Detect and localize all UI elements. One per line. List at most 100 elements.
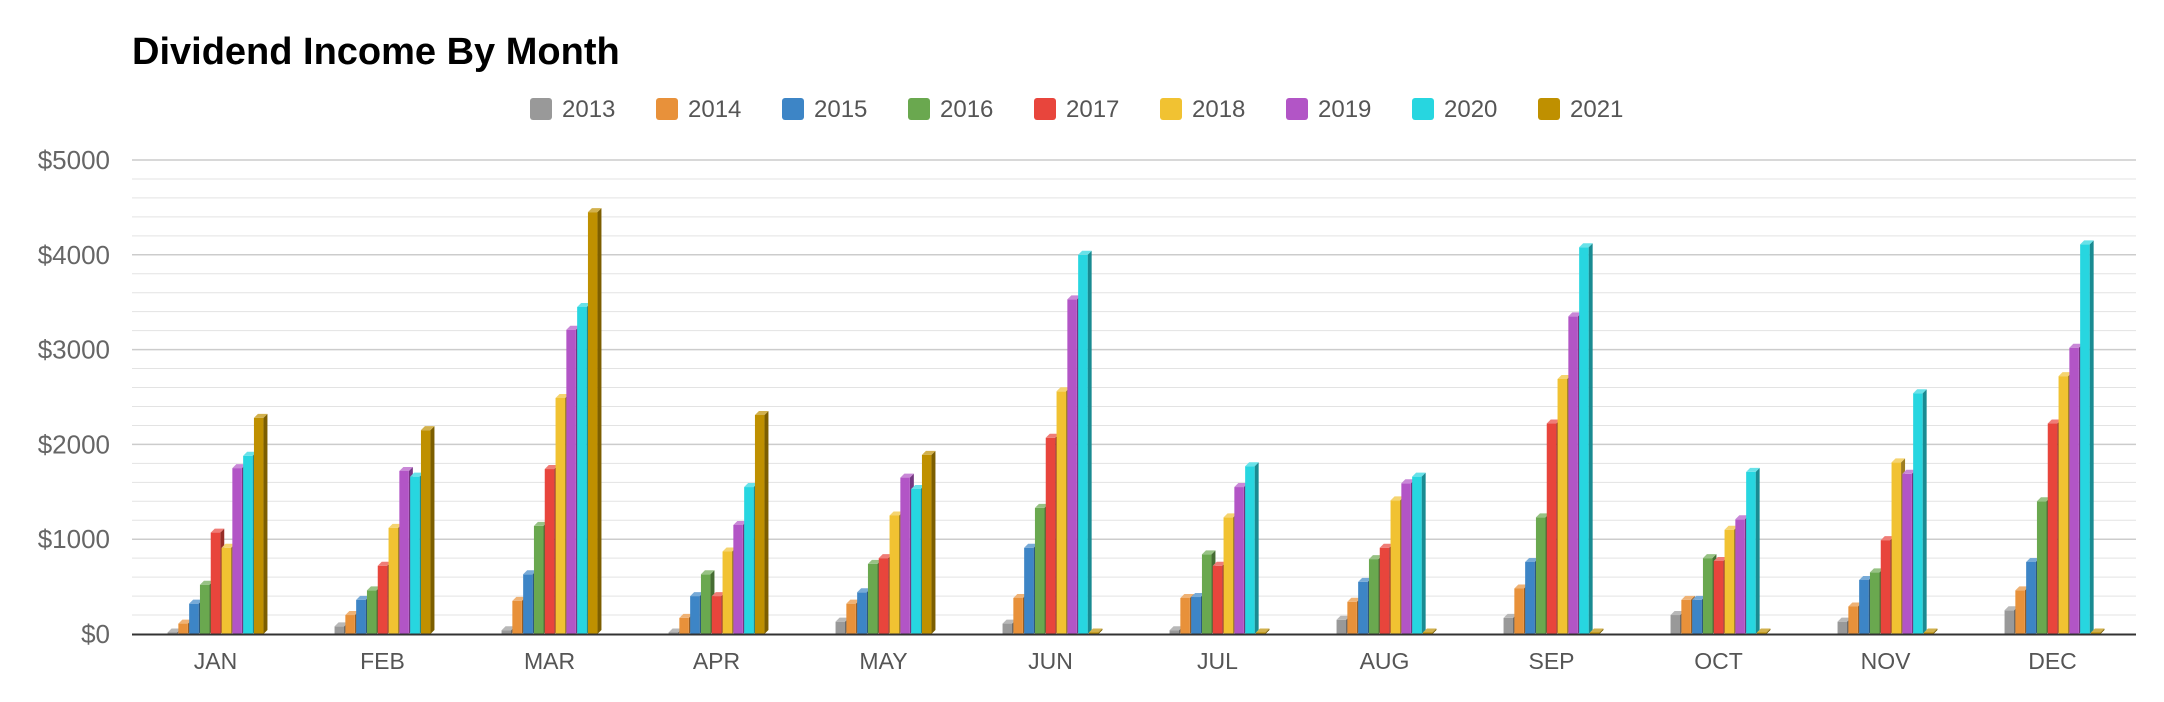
bar-front [1056, 391, 1067, 634]
bar-top [167, 628, 182, 633]
x-tick-label: OCT [1694, 648, 1743, 674]
bar-top [1713, 557, 1728, 562]
y-tick-label: $5000 [38, 145, 110, 175]
bar-top [1034, 503, 1049, 508]
bar-top [1535, 513, 1550, 518]
bar-top [366, 586, 381, 591]
bar-front [345, 615, 355, 634]
bar-front [857, 592, 867, 634]
bar-top [1568, 312, 1582, 317]
y-axis: $0 $1000 $2000 $3000 $4000 $5000 [38, 145, 110, 649]
bar-top [1724, 525, 1739, 530]
bar-top [178, 619, 192, 624]
legend-swatch [1034, 98, 1056, 120]
bar-front [679, 617, 689, 634]
bar-top [1557, 374, 1572, 379]
bar-front [2015, 590, 2025, 634]
bar-top [1546, 419, 1561, 424]
bar [1913, 389, 1927, 634]
bar-front [189, 603, 199, 634]
bar-front [878, 558, 889, 634]
bar-top [1002, 619, 1017, 624]
bar-top [1735, 515, 1749, 520]
bar-front [1169, 630, 1180, 634]
bar-side [1254, 462, 1259, 634]
bar-front [221, 547, 232, 634]
bar-front [1869, 572, 1880, 634]
bar-front [1045, 437, 1056, 634]
bar-top [1681, 595, 1695, 600]
bar-top [1692, 595, 1706, 600]
bar-top [1024, 543, 1038, 548]
bar-front [1234, 487, 1244, 634]
bar-top [1358, 577, 1372, 582]
bar-top [544, 465, 559, 470]
bar-front [1412, 476, 1422, 634]
bar-front [410, 476, 420, 634]
bar-front [356, 599, 366, 634]
bar-top [1756, 628, 1771, 633]
bar-front [1024, 547, 1034, 634]
bar-side [597, 208, 602, 634]
legend-swatch [782, 98, 804, 120]
bar-front [199, 584, 210, 634]
bar-side [1588, 243, 1593, 634]
bar-top [410, 472, 424, 477]
bar-front [1692, 599, 1702, 634]
legend-swatch [1286, 98, 1308, 120]
bar-front [1837, 621, 1848, 634]
bar-front [566, 329, 576, 634]
y-tick-label: $0 [81, 619, 110, 649]
bar-top [1088, 628, 1103, 633]
bar-side [2100, 628, 2105, 634]
bar-top [867, 559, 882, 564]
bar-front [1245, 466, 1255, 634]
legend-label: 2017 [1066, 96, 1119, 123]
bar-top [388, 523, 403, 528]
bar-top [533, 521, 548, 526]
bar [420, 426, 435, 634]
legend-swatch [1412, 98, 1434, 120]
bar-side [263, 413, 268, 634]
bar-front [210, 532, 221, 634]
bar-top [1422, 628, 1437, 633]
bar-top [1670, 611, 1685, 616]
legend-item: 2019 [1286, 96, 1371, 123]
bar-top [1869, 568, 1884, 573]
x-tick-label: APR [693, 648, 740, 674]
bar-front [1422, 632, 1433, 634]
bar-top [2058, 372, 2073, 377]
bar-top [356, 595, 370, 600]
chart-title: Dividend Income By Month [132, 31, 620, 73]
x-axis: JAN FEB MAR APR MAY JUN JUL AUG SEP OCT NOV DEC [194, 648, 2077, 674]
bar-top [700, 570, 715, 575]
bar-top [733, 520, 747, 525]
bar-top [1212, 561, 1227, 566]
bar-top [1078, 250, 1092, 255]
bar-top [1056, 387, 1071, 392]
bar [1412, 472, 1426, 634]
bars [167, 208, 2105, 635]
y-tick-label: $2000 [38, 429, 110, 459]
bar-top [835, 617, 850, 622]
bar-top [1234, 483, 1248, 488]
legend-item: 2013 [530, 96, 615, 123]
bar-front [420, 430, 431, 634]
legend-swatch [908, 98, 930, 120]
bar-top [2004, 606, 2019, 611]
bar [1255, 628, 1270, 634]
legend: 2013 2014 2015 2016 2017 2018 2019 2020 2021 [530, 96, 1623, 123]
bar-top [2090, 628, 2105, 633]
bar-top [1891, 458, 1906, 463]
bar-front [1568, 316, 1578, 634]
bar-front [1368, 559, 1379, 634]
bar-front [523, 574, 533, 634]
legend-item: 2021 [1538, 96, 1623, 123]
bar-top [577, 302, 591, 307]
y-tick-label: $1000 [38, 524, 110, 554]
y-tick-label: $3000 [38, 335, 110, 365]
bar-front [1514, 588, 1524, 634]
bar-front [1180, 597, 1190, 634]
bar-front [167, 632, 178, 634]
bar-front [1681, 599, 1691, 634]
